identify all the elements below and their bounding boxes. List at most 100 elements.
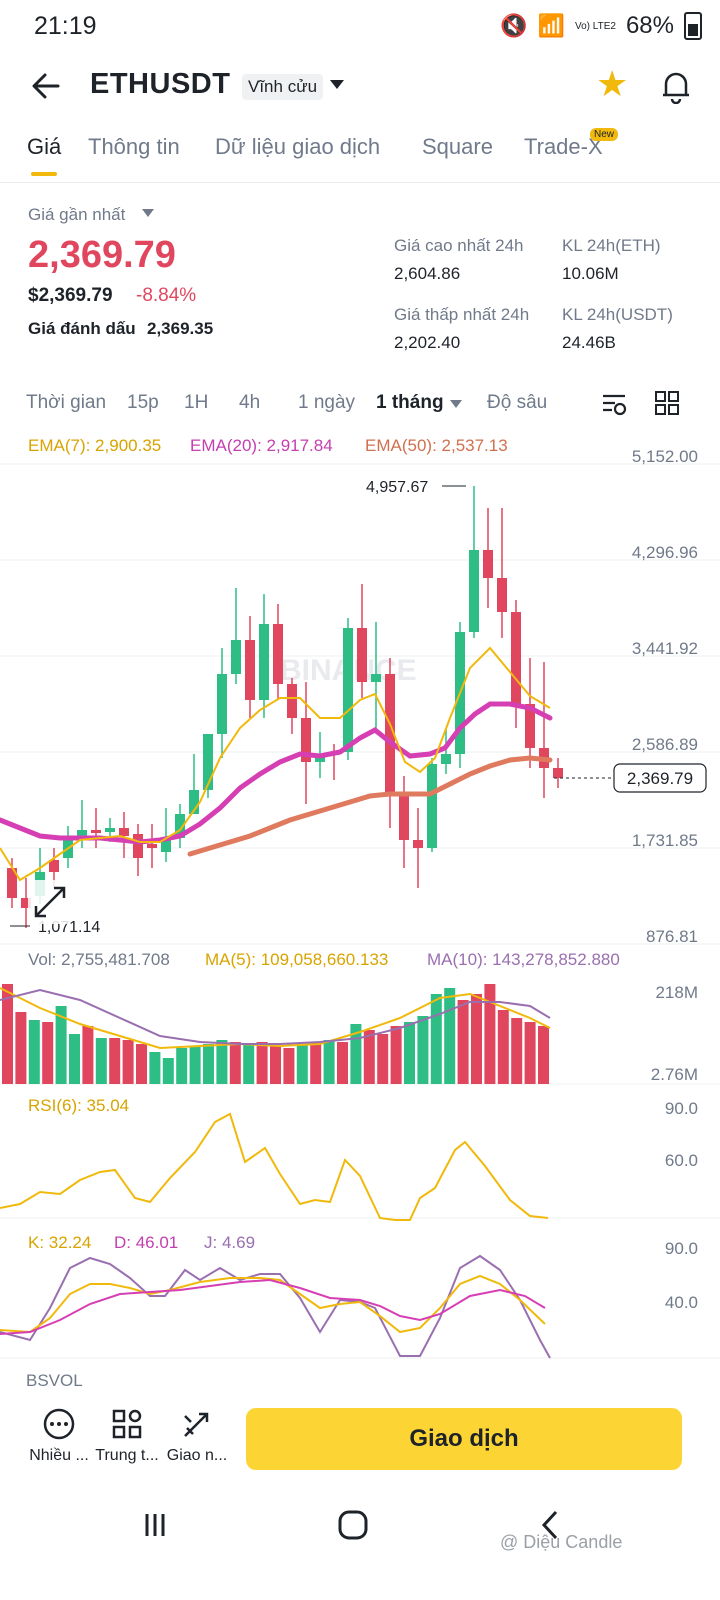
kdj-axis-label: 40.0 — [665, 1293, 698, 1312]
battery-icon — [684, 12, 702, 40]
trade-button[interactable]: Giao dịch — [246, 1408, 682, 1470]
system-nav-bar — [0, 1500, 720, 1600]
candle-body — [469, 550, 479, 632]
center-icon — [112, 1409, 142, 1439]
candle-body — [483, 550, 493, 578]
tab-bar: Giá Thông tin Dữ liệu giao dịch Square T… — [0, 128, 720, 183]
candle-body — [189, 790, 199, 814]
volume-bars — [2, 984, 549, 1084]
candlestick-chart[interactable]: BINANCE 5,152.00 4,296.96 3,441.92 2,586… — [0, 428, 720, 1398]
timeframe-bar: Thời gian 15p 1H 4h 1 ngày 1 tháng Độ sâ… — [0, 388, 720, 424]
tab-trading-data[interactable]: Dữ liệu giao dịch — [215, 134, 381, 159]
indicator-settings-icon[interactable] — [600, 390, 628, 418]
rsi-axis-label: 60.0 — [665, 1151, 698, 1170]
volume-bar — [471, 994, 482, 1084]
expand-icon[interactable] — [28, 880, 72, 924]
tab-square[interactable]: Square — [422, 134, 493, 159]
back-arrow-icon[interactable] — [28, 68, 64, 104]
candle-body — [497, 578, 507, 612]
candle-body — [203, 734, 213, 790]
timeframe-1d[interactable]: 1 ngày — [298, 392, 356, 413]
candle-body — [441, 754, 451, 764]
timeframe-1h[interactable]: 1H — [184, 392, 209, 413]
last-price-label[interactable]: Giá gần nhất — [28, 205, 126, 224]
active-tab-indicator — [31, 172, 57, 176]
home-icon[interactable] — [336, 1508, 370, 1542]
candle-body — [413, 840, 423, 848]
timeframe-time[interactable]: Thời gian — [26, 392, 107, 413]
candle-body — [525, 704, 535, 748]
rsi-axis-label: 90.0 — [665, 1099, 698, 1118]
candle-body — [175, 814, 185, 838]
rsi-line — [0, 1112, 549, 1221]
tab-info[interactable]: Thông tin — [88, 134, 180, 159]
trade-nav-button[interactable]: Giao n... — [162, 1406, 232, 1465]
contract-type-badge: Vĩnh cửu — [242, 74, 324, 100]
more-label: Nhiều ... — [29, 1447, 89, 1464]
volume-bar — [524, 1022, 536, 1084]
timeframe-15m[interactable]: 15p — [127, 392, 159, 413]
ema50-label: EMA(50): 2,537.13 — [365, 436, 508, 455]
volume-bar — [55, 1006, 67, 1084]
recent-apps-icon[interactable] — [140, 1510, 170, 1540]
volume-bar — [162, 1058, 174, 1084]
volume-bar — [363, 1030, 375, 1084]
header: ETHUSDT Vĩnh cửu ★ — [0, 60, 720, 120]
chevron-down-icon[interactable] — [330, 80, 344, 89]
mark-price-label: Giá đánh dấu — [28, 319, 136, 338]
volume-bar — [497, 1010, 509, 1084]
ma5-label: MA(5): 109,058,660.133 — [205, 950, 388, 969]
volume-bar — [28, 1020, 40, 1084]
volume-bar — [444, 988, 456, 1084]
volume-bar — [511, 1018, 523, 1084]
chevron-down-icon[interactable] — [450, 400, 462, 408]
tab-price[interactable]: Giá — [27, 134, 62, 159]
kdj-k-label: K: 32.24 — [28, 1233, 91, 1252]
timeframe-4h[interactable]: 4h — [239, 392, 261, 413]
more-button[interactable]: Nhiều ... — [24, 1406, 94, 1465]
last-price: 2,369.79 — [28, 234, 176, 276]
trade-nav-label: Giao n... — [166, 1447, 228, 1464]
new-badge: New — [590, 128, 619, 141]
candle-body — [301, 718, 311, 762]
candle-body — [133, 834, 143, 858]
center-button[interactable]: Trung t... — [92, 1406, 162, 1465]
volume-bar — [390, 1026, 402, 1084]
ma10-volume-line — [0, 988, 551, 1045]
candle-body — [245, 640, 255, 700]
high-24h-value: 2,604.86 — [394, 264, 461, 283]
volume-bar — [82, 1026, 94, 1084]
price-axis-label: 4,296.96 — [632, 543, 698, 562]
volume-bar — [310, 1042, 322, 1084]
battery-percent: 68% — [625, 12, 674, 39]
candle-body — [343, 628, 353, 752]
volume-bar — [189, 1046, 201, 1084]
candle-body — [21, 898, 31, 908]
favorite-star-icon[interactable]: ★ — [596, 63, 629, 104]
pair-title[interactable]: ETHUSDT — [90, 68, 231, 100]
center-label: Trung t... — [95, 1447, 159, 1464]
back-nav-icon[interactable] — [536, 1508, 566, 1542]
kdj-d-label: D: 46.01 — [114, 1233, 178, 1252]
tab-trade-x[interactable]: Trade-X — [524, 134, 603, 159]
low-24h-label: Giá thấp nhất 24h — [394, 305, 530, 324]
candle-body — [7, 868, 17, 898]
volume-bar — [122, 1040, 134, 1084]
candle-body — [287, 684, 297, 718]
volume-bar — [283, 1048, 295, 1084]
trade-swap-icon — [184, 1412, 209, 1437]
price-axis-label: 5,152.00 — [632, 447, 698, 466]
vol-axis-label: 218M — [655, 983, 698, 1002]
rsi-label: RSI(6): 35.04 — [28, 1096, 129, 1115]
chevron-down-icon[interactable] — [142, 209, 154, 217]
volume-bar — [323, 1040, 335, 1084]
timeframe-1m[interactable]: 1 tháng — [376, 392, 444, 413]
bell-icon[interactable] — [660, 68, 692, 104]
volume-bar — [176, 1048, 188, 1084]
candle-body — [91, 830, 101, 833]
volume-bar — [69, 1034, 80, 1084]
volume-bar — [2, 984, 13, 1084]
timeframe-depth[interactable]: Độ sâu — [487, 392, 548, 413]
ema7-line — [0, 646, 551, 882]
grid-icon[interactable] — [654, 390, 680, 416]
